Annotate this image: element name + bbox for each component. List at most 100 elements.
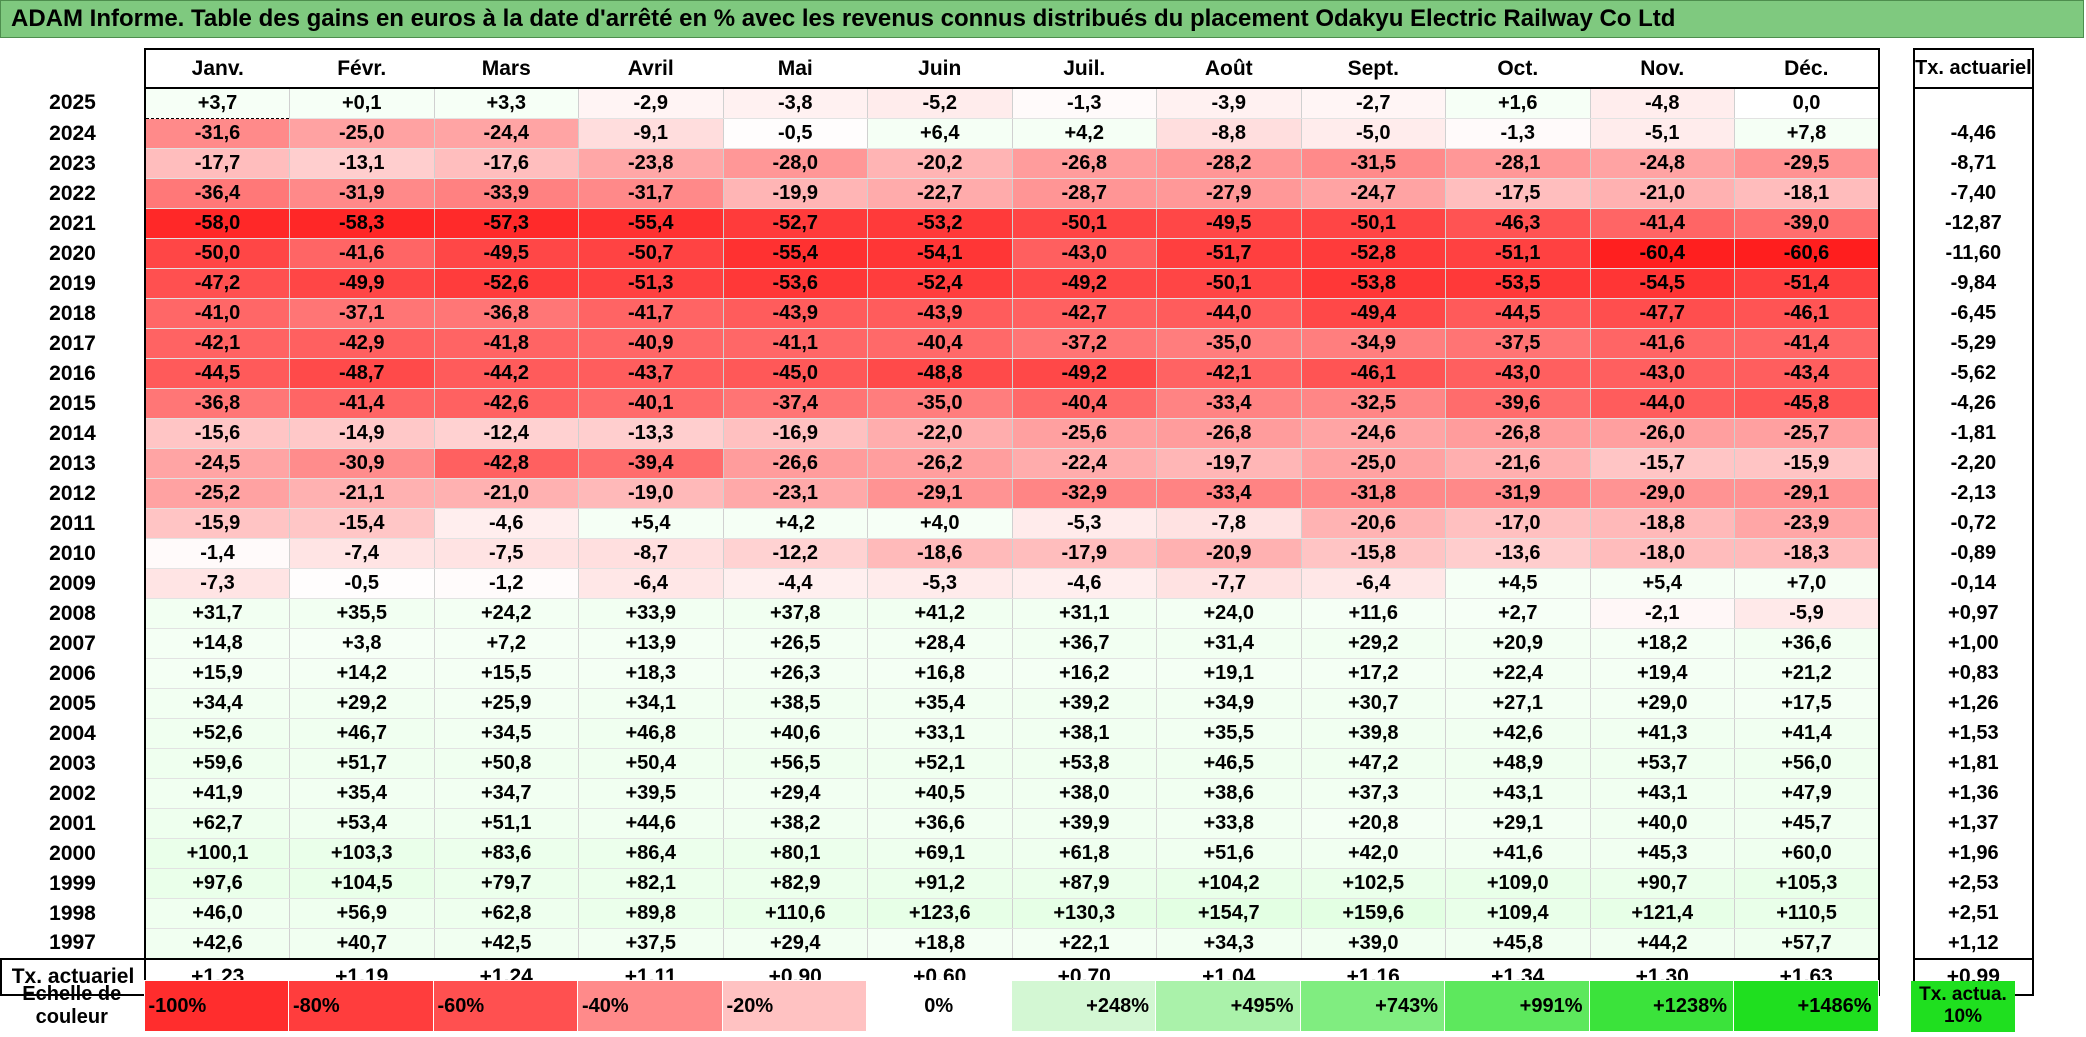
column-gap — [1879, 208, 1914, 239]
heatmap-cell: -48,7 — [289, 358, 435, 389]
heatmap-cell: +37,8 — [722, 598, 868, 629]
table-row: 2011 -15,9 -15,4 -4,6 +5,4 +4,2 +4,0 -5,3 -7,8 -2… — [1, 508, 2034, 539]
heatmap-cell: -9,1 — [578, 118, 724, 149]
heatmap-cell: -40,1 — [578, 388, 724, 419]
heatmap-cell: +41,3 — [1589, 718, 1735, 749]
heatmap-cell: +43,1 — [1445, 778, 1591, 809]
legend-swatch: -80% — [288, 980, 434, 1032]
heatmap-cell: -25,0 — [289, 118, 435, 149]
heatmap-cell: +15,5 — [433, 658, 579, 689]
heatmap-cell: -42,1 — [144, 328, 290, 359]
heatmap-cell: -41,6 — [289, 238, 435, 269]
heatmap-cell: +33,9 — [578, 598, 724, 629]
year-label: 2005 — [49, 691, 96, 715]
heatmap-cell: +47,9 — [1734, 778, 1880, 809]
legend-swatch: -100% — [143, 980, 289, 1032]
heatmap-cell: +29,2 — [289, 688, 435, 719]
heatmap-cell: -15,9 — [1734, 448, 1880, 479]
heatmap-cell: -50,1 — [1156, 268, 1302, 299]
column-gap — [1879, 418, 1914, 449]
heatmap-cell: -45,8 — [1734, 388, 1880, 419]
heatmap-cell: -15,9 — [144, 508, 290, 539]
heatmap-cell: -43,9 — [722, 298, 868, 329]
heatmap-cell: -50,0 — [144, 238, 290, 269]
heatmap-cell: -50,1 — [1011, 208, 1157, 239]
heatmap-cell: -25,2 — [144, 478, 290, 509]
annual-rate-cell: +0,83 — [1913, 658, 2034, 689]
table-row: 1997 +42,6 +40,7 +42,5 +37,5 +29,4 +18,8 +22,1 +… — [1, 928, 2034, 960]
heatmap-cell: +53,8 — [1011, 748, 1157, 779]
heatmap-cell: -33,9 — [433, 178, 579, 209]
heatmap-cell: -26,0 — [1589, 418, 1735, 449]
heatmap-cell: -0,5 — [722, 118, 868, 149]
year-label: 2015 — [49, 391, 96, 415]
heatmap-cell: +43,1 — [1589, 778, 1735, 809]
heatmap-cell: +51,6 — [1156, 838, 1302, 869]
heatmap-cell: -15,6 — [144, 418, 290, 449]
heatmap-cell: +39,5 — [578, 778, 724, 809]
heatmap-cell: -49,2 — [1011, 358, 1157, 389]
heatmap-cell: -1,3 — [1445, 118, 1591, 149]
heatmap-cell: +1,6 — [1445, 88, 1591, 119]
heatmap-cell: -15,7 — [1589, 448, 1735, 479]
heatmap-cell: +24,0 — [1156, 598, 1302, 629]
heatmap-cell: -17,7 — [144, 148, 290, 179]
heatmap-cell: -18,1 — [1734, 178, 1880, 209]
heatmap-cell: -22,0 — [867, 418, 1013, 449]
heatmap-cell: -51,4 — [1734, 268, 1880, 299]
heatmap-cell: +2,7 — [1445, 598, 1591, 629]
month-header: Nov. — [1590, 48, 1735, 89]
heatmap-cell: -54,1 — [867, 238, 1013, 269]
year-label: 2010 — [49, 541, 96, 565]
heatmap-cell: +16,2 — [1011, 658, 1157, 689]
month-header: Mars — [434, 48, 579, 89]
legend-swatch: -60% — [432, 980, 578, 1032]
heatmap-cell: +80,1 — [722, 838, 868, 869]
heatmap-cell: +33,8 — [1156, 808, 1302, 839]
heatmap-cell: +83,6 — [433, 838, 579, 869]
table-row: 2013 -24,5 -30,9 -42,8 -39,4 -26,6 -26,2 -22,4-… — [1, 448, 2034, 479]
heatmap-cell: +20,8 — [1300, 808, 1446, 839]
heatmap-cell: +90,7 — [1589, 868, 1735, 899]
heatmap-cell: -5,3 — [1011, 508, 1157, 539]
table-row: 2008 +31,7 +35,5 +24,2 +33,9 +37,8 +41,2 +31,1 +… — [1, 598, 2034, 629]
column-gap — [1879, 959, 1914, 995]
corner-cell — [1, 49, 145, 88]
heatmap-cell: -43,0 — [1011, 238, 1157, 269]
heatmap-cell: +103,3 — [289, 838, 435, 869]
heatmap-cell: -17,9 — [1011, 538, 1157, 569]
heatmap-cell: +34,9 — [1156, 688, 1302, 719]
heatmap-cell: -8,8 — [1156, 118, 1302, 149]
header-row: Janv. Févr. Mars Avril Mai Juin Juil. Août Sept.… — [1, 48, 2034, 89]
heatmap-cell: -13,1 — [289, 148, 435, 179]
heatmap-cell: +5,4 — [1589, 568, 1735, 599]
heatmap-cell: -37,4 — [722, 388, 868, 419]
month-header: Sept. — [1301, 48, 1446, 89]
heatmap-cell: +57,7 — [1734, 928, 1880, 960]
column-gap — [1879, 478, 1914, 509]
heatmap-cell: -22,4 — [1011, 448, 1157, 479]
heatmap-cell: +42,6 — [144, 928, 290, 960]
column-gap — [1879, 238, 1914, 269]
heatmap-cell: -58,0 — [144, 208, 290, 239]
heatmap-cell: +4,2 — [722, 508, 868, 539]
heatmap-cell: -41,0 — [144, 298, 290, 329]
heatmap-cell: +59,6 — [144, 748, 290, 779]
heatmap-cell: -19,7 — [1156, 448, 1302, 479]
heatmap-cell: +100,1 — [144, 838, 290, 869]
heatmap-cell: -43,0 — [1589, 358, 1735, 389]
heatmap-cell: -49,5 — [1156, 208, 1302, 239]
heatmap-cell: -31,8 — [1300, 478, 1446, 509]
heatmap-cell: +7,2 — [433, 628, 579, 659]
heatmap-cell: -53,8 — [1300, 268, 1446, 299]
heatmap-cell: -28,1 — [1445, 148, 1591, 179]
table-row: 1998 +46,0 +56,9 +62,8 +89,8 +110,6 +123,6 +130… — [1, 898, 2034, 929]
column-gap — [1879, 358, 1914, 389]
heatmap-cell: +61,8 — [1011, 838, 1157, 869]
legend-swatch: +1486% — [1733, 980, 1879, 1032]
heatmap-cell: +29,4 — [722, 928, 868, 960]
heatmap-cell: -32,9 — [1011, 478, 1157, 509]
heatmap-cell: +39,8 — [1300, 718, 1446, 749]
heatmap-cell: +102,5 — [1300, 868, 1446, 899]
heatmap-cell: -48,8 — [867, 358, 1013, 389]
